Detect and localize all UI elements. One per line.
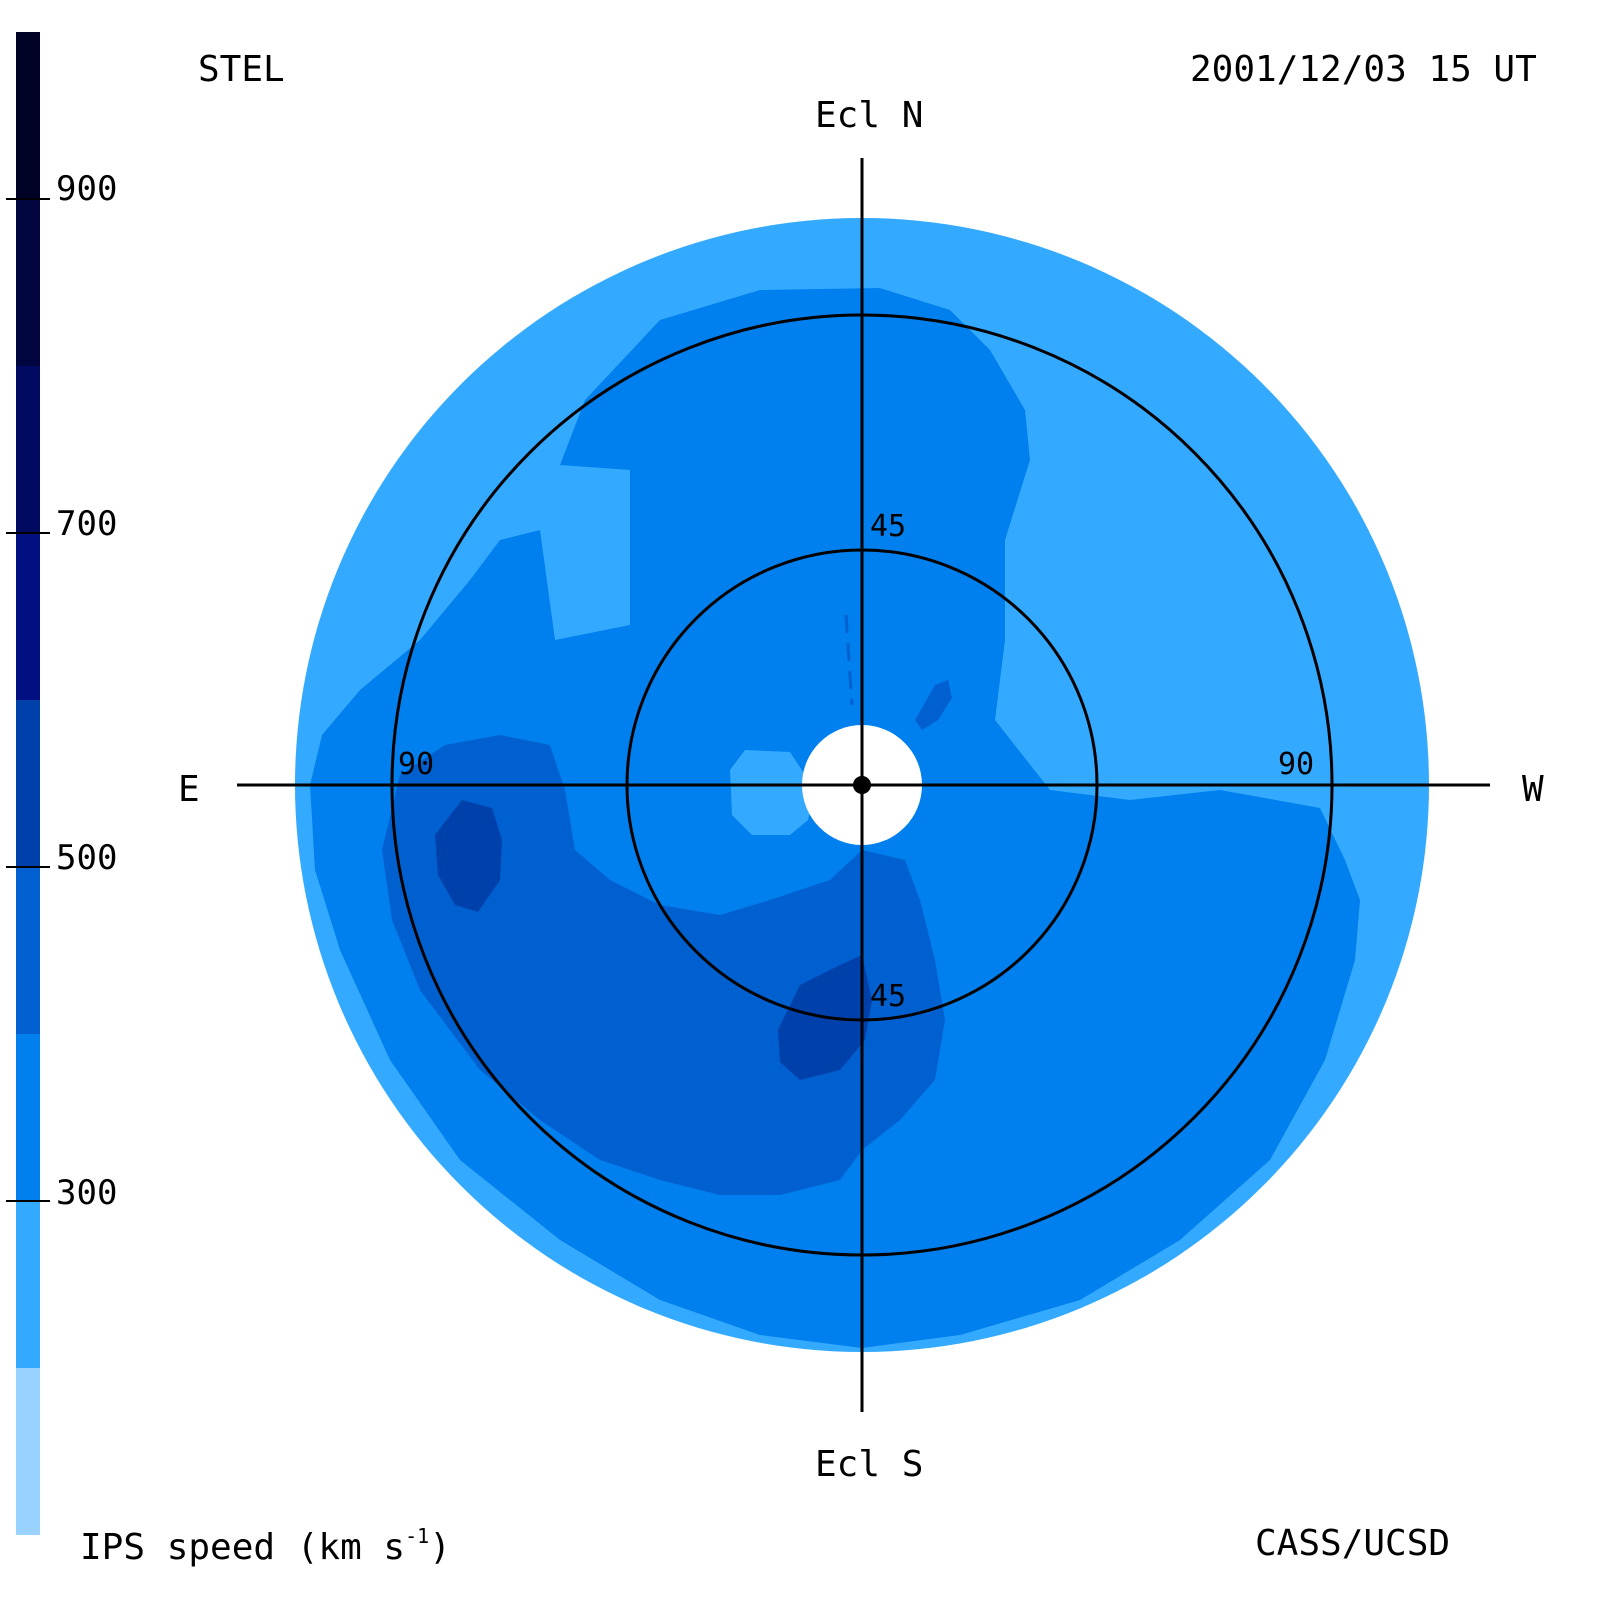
colorbar-band (16, 533, 40, 700)
colorbar-band (16, 700, 40, 867)
colorbar-title: IPS speed (km s-1) (80, 1526, 451, 1566)
sun-center-dot (853, 776, 871, 794)
region-deep-bottomleft (382, 735, 945, 1195)
region-streak-ne (915, 680, 952, 730)
credit-label: CASS/UCSD (1255, 1523, 1451, 1564)
west-axis-label: W (1522, 769, 1544, 810)
colorbar-title-exponent: -1 (405, 1524, 430, 1548)
colorbar-band (16, 32, 40, 199)
colorbar-band (16, 1034, 40, 1201)
colorbar-tick-label: 900 (56, 169, 118, 209)
colorbar-band (16, 1368, 40, 1535)
colorbar-tick-label: 700 (56, 504, 118, 544)
colorbar-band (16, 366, 40, 533)
ring-90-left-label: 90 (398, 747, 435, 782)
colorbar-band (16, 1201, 40, 1368)
colorbar-tick-label: 500 (56, 838, 118, 878)
ring-45-top-label: 45 (870, 509, 907, 544)
datetime-label: 2001/12/03 15 UT (1190, 49, 1537, 90)
ring-45-bottom-label: 45 (870, 979, 907, 1014)
colorbar-title-close: ) (429, 1527, 451, 1568)
east-axis-label: E (178, 769, 200, 810)
south-axis-label: Ecl S (815, 1444, 924, 1485)
streak-south (876, 854, 886, 956)
region-light-center (730, 750, 815, 835)
observatory-label: STEL (198, 49, 285, 90)
colorbar-band (16, 867, 40, 1034)
colorbar-title-text: IPS speed (km s (80, 1527, 406, 1568)
region-darkest-left (435, 800, 502, 912)
ring-90-right-label: 90 (1278, 747, 1315, 782)
colorbar-band (16, 199, 40, 366)
colorbar (6, 32, 50, 1535)
colorbar-tick-label: 300 (56, 1173, 118, 1213)
north-axis-label: Ecl N (815, 95, 924, 136)
streak-north (844, 614, 854, 706)
